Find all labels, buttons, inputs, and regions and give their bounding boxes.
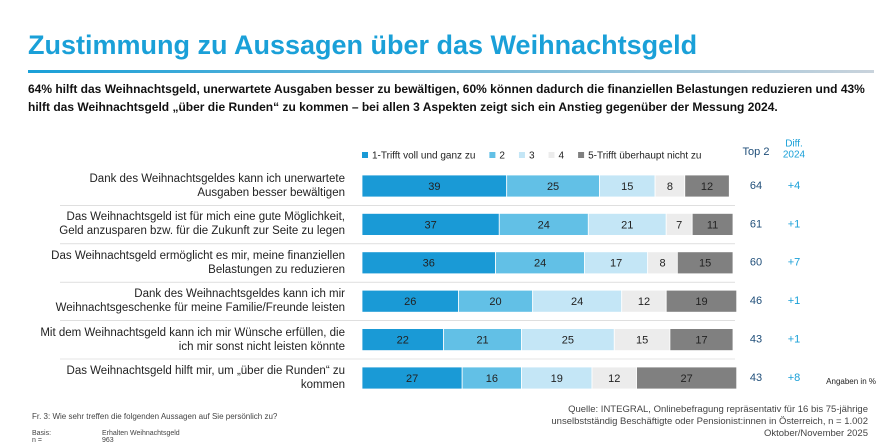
n-value: 963 (102, 437, 114, 444)
bar-value-label: 21 (476, 335, 488, 347)
bar-value-label: 24 (571, 296, 583, 308)
bar-segment (691, 212, 734, 236)
category-label: Das Weihnachtsgeld ermöglicht es mir, me… (51, 249, 345, 276)
legend-swatch (548, 152, 555, 158)
bar-segment (684, 174, 730, 198)
bar-value-label: 15 (621, 181, 633, 193)
bar-value-label: 12 (608, 373, 620, 385)
unit-note: Angaben in % (826, 377, 876, 386)
question: Fr. 3: Wie sehr treffen die folgenden Au… (32, 412, 278, 421)
bar-value-label: 25 (547, 181, 559, 193)
source: Quelle: INTEGRAL, Onlinebefragung repräs… (551, 404, 868, 440)
legend-label: 2 (499, 151, 505, 162)
legend-swatch (362, 152, 368, 158)
title: Zustimmung zu Aussagen über das Weihnach… (28, 30, 698, 60)
bar-value-label: 24 (534, 258, 546, 270)
diff-value: +1 (788, 334, 801, 346)
bar-value-label: 27 (681, 373, 693, 385)
top2-value: 61 (750, 218, 762, 230)
diff-value: +1 (788, 295, 801, 307)
bar-segment (669, 328, 734, 352)
bar-value-label: 39 (428, 181, 440, 193)
category-label: Mit dem Weihnachtsgeld kann ich mir Wüns… (40, 326, 345, 353)
bar-value-label: 19 (551, 373, 563, 385)
bar-value-label: 15 (636, 335, 648, 347)
top2-value: 43 (750, 372, 762, 384)
bar-value-label: 16 (486, 373, 498, 385)
subtitle: 64% hilft das Weihnachtsgeld, unerwartet… (28, 82, 865, 114)
top2-value: 60 (750, 257, 762, 269)
category-label: Dank des Weihnachtsgeldes kann ich unerw… (89, 173, 346, 199)
category-label: Dank des Weihnachtsgeldes kann ich mir W… (55, 288, 345, 315)
bar-value-label: 27 (406, 373, 418, 385)
base-value: Erhalten Weihnachtsgeld (102, 430, 180, 437)
bar-segment (636, 366, 738, 390)
diff-value: +8 (788, 372, 801, 384)
source-line: unselbstständig Beschäftigte oder Pensio… (551, 416, 868, 427)
bar-value-label: 8 (659, 258, 665, 270)
bar-value-label: 25 (562, 335, 574, 347)
bar-value-label: 12 (638, 296, 650, 308)
n-label: n = (32, 437, 42, 444)
bar-value-label: 11 (707, 219, 718, 231)
top2-value: 64 (750, 180, 762, 192)
bar-value-label: 20 (489, 296, 501, 308)
bar-value-label: 12 (701, 181, 713, 193)
top2-value: 46 (750, 295, 762, 307)
diff-value: +7 (788, 257, 801, 269)
diff-value: +4 (788, 180, 801, 192)
legend-label: 4 (559, 151, 565, 162)
bar-value-label: 17 (610, 258, 622, 270)
bar-value-label: 21 (621, 219, 633, 231)
bar-value-label: 15 (699, 258, 711, 270)
legend-swatch (578, 152, 585, 158)
diff-header: 2024 (783, 150, 806, 161)
top2-value: 43 (750, 334, 762, 346)
legend-label: 3 (529, 151, 535, 162)
legend-swatch (518, 152, 525, 158)
title-rule (28, 70, 874, 73)
bar-segment (665, 289, 738, 313)
bar-value-label: 8 (667, 181, 673, 193)
bar-value-label: 22 (397, 335, 409, 347)
base-label: Basis: (32, 430, 52, 437)
source-line: Oktober/November 2025 (763, 428, 868, 439)
category-label: Das Weihnachtsgeld ist für mich eine gut… (59, 211, 345, 238)
diff-value: +1 (788, 218, 801, 230)
bar-value-label: 37 (425, 219, 437, 231)
bar-value-label: 7 (676, 219, 682, 231)
source-line: Quelle: INTEGRAL, Onlinebefragung repräs… (568, 404, 868, 415)
bar-value-label: 36 (423, 258, 435, 270)
top2-header: Top 2 (743, 146, 770, 158)
bar-value-label: 17 (695, 335, 707, 347)
category-label: Das Weihnachtsgeld hilft mir, um „über d… (66, 365, 345, 391)
legend-label: 1-Trifft voll und ganz zu (372, 151, 475, 162)
diff-header: Diff. (785, 139, 803, 150)
legend-swatch (489, 152, 496, 158)
legend-label: 5-Trifft überhaupt nicht zu (588, 151, 701, 162)
bar-value-label: 24 (538, 219, 550, 231)
bar-segment (676, 251, 734, 275)
bar-value-label: 19 (695, 296, 707, 308)
bar-value-label: 26 (404, 296, 416, 308)
